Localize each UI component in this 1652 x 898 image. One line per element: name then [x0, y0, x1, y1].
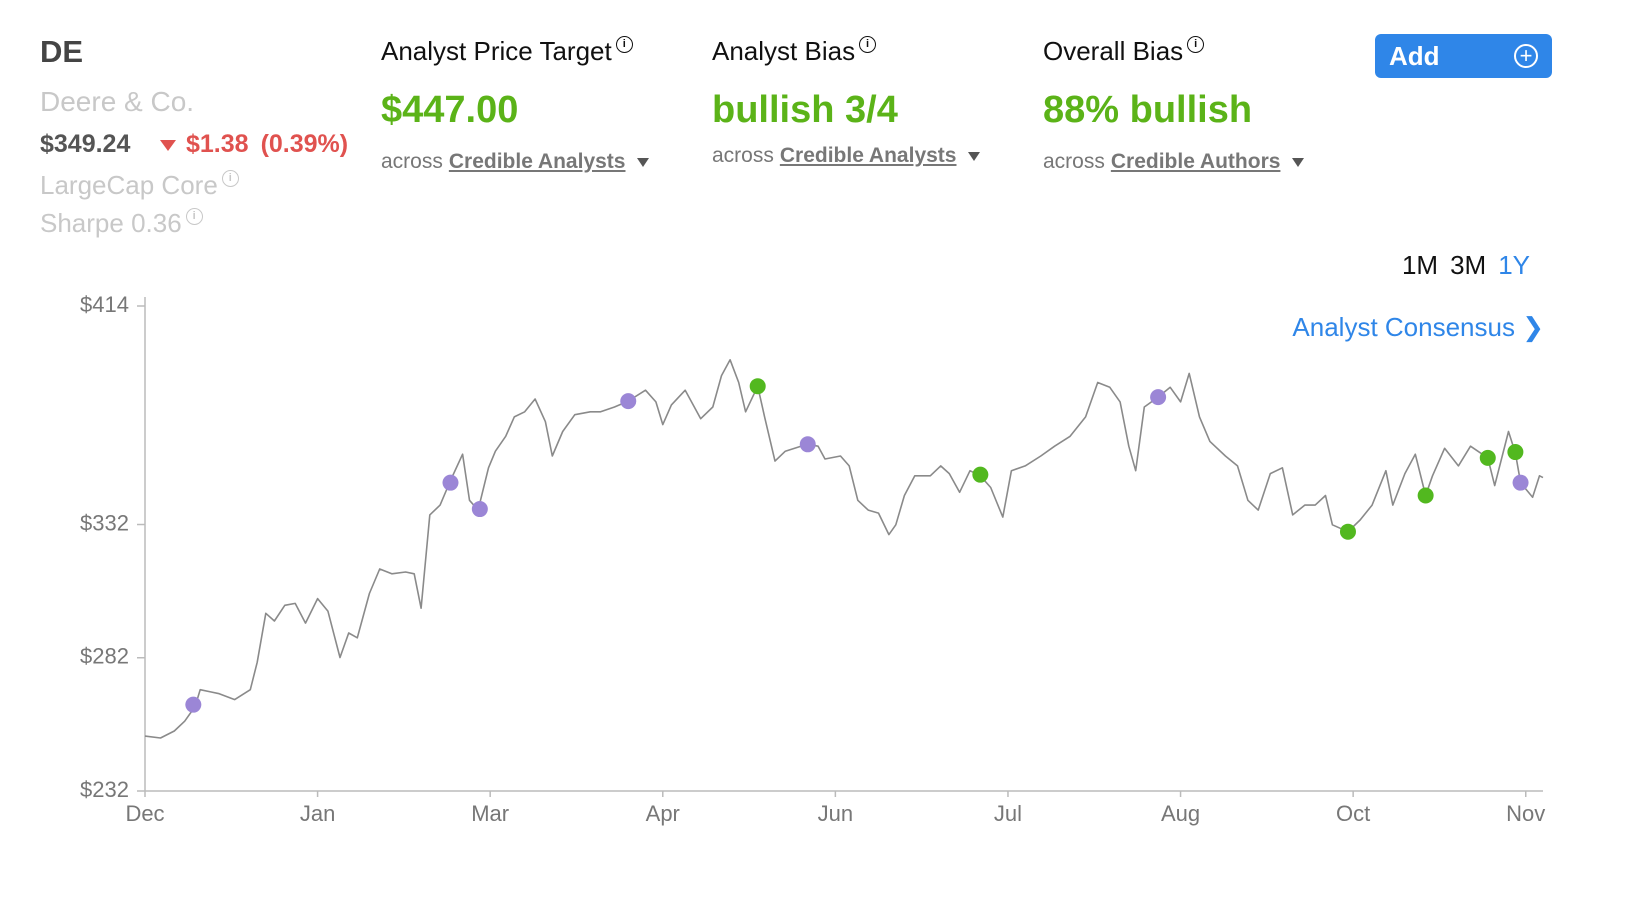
y-tick-label: $282: [80, 644, 129, 669]
range-option[interactable]: 1Y: [1498, 250, 1530, 280]
dropdown-caret[interactable]: [1292, 157, 1305, 167]
y-tick-label: $232: [80, 777, 129, 802]
range-option[interactable]: 3M: [1450, 250, 1487, 280]
metric-source: across Credible Authors: [1043, 150, 1305, 174]
source-link[interactable]: Credible Authors: [1110, 150, 1281, 173]
x-tick-label: Jul: [994, 801, 1022, 826]
info-icon[interactable]: i: [185, 208, 203, 225]
metric-label-box: Overall Bias i: [1043, 36, 1304, 67]
rating-dot: [749, 378, 766, 395]
sharpe: Sharpe 0.36: [40, 208, 182, 238]
metric-card: Analyst Bias i bullish 3/4 across Credible…: [712, 36, 981, 168]
rating-dot: [185, 696, 202, 713]
x-tick-label: Jun: [818, 801, 853, 826]
price-change: $1.38 (0.39%): [160, 130, 348, 159]
change-amount: $1.38: [186, 130, 249, 158]
x-tick-label: Apr: [646, 801, 680, 826]
metric-label: Overall Bias: [1043, 36, 1184, 66]
rating-dot: [1417, 487, 1434, 504]
info-icon[interactable]: i: [221, 170, 239, 187]
across: across: [1043, 150, 1105, 173]
add-label: Add: [1389, 41, 1440, 71]
source-link[interactable]: Credible Analysts: [448, 150, 626, 173]
across: across: [712, 144, 774, 167]
info-icon[interactable]: i: [1187, 36, 1205, 53]
y-tick-label: $332: [80, 510, 129, 535]
rating-dot: [799, 436, 816, 453]
metric-value: bullish 3/4: [712, 89, 898, 131]
range-selector: 1M 3M 1Y: [1390, 250, 1530, 281]
x-tick-label: Mar: [471, 801, 509, 826]
company-name: Deere & Co.: [40, 86, 195, 117]
sharpe-box: Sharpe 0.36 i: [40, 208, 203, 239]
x-tick-label: Aug: [1161, 801, 1200, 826]
info-icon[interactable]: i: [615, 36, 633, 53]
rating-dot: [1512, 474, 1529, 491]
add-button[interactable]: Add +: [1375, 34, 1552, 78]
across: across: [381, 150, 443, 173]
chevron: ❯: [1522, 312, 1544, 342]
rating-dot: [442, 474, 459, 491]
style: LargeCap Core: [40, 170, 218, 200]
range-option[interactable]: 1M: [1401, 250, 1439, 280]
plus-icon: +: [1514, 44, 1538, 68]
info-icon[interactable]: i: [859, 36, 877, 53]
metric-card: Analyst Price Target i $447.00 across Cred…: [381, 36, 650, 174]
consensus-link[interactable]: Analyst Consensus ❯: [1292, 312, 1544, 343]
metric-card: Overall Bias i 88% bullish across Credible…: [1043, 36, 1305, 174]
x-tick-label: Dec: [125, 801, 164, 826]
rating-dot: [1150, 389, 1167, 406]
price: $349.24: [40, 130, 131, 158]
dropdown-caret[interactable]: [637, 157, 650, 167]
y-tick-label: $414: [80, 292, 129, 317]
x-tick-label: Oct: [1336, 801, 1370, 826]
rating-dot: [620, 393, 637, 410]
x-tick-label: Nov: [1506, 801, 1545, 826]
dropdown-caret[interactable]: [968, 151, 981, 161]
metric-label: Analyst Price Target: [381, 36, 612, 66]
down-arrow: [160, 139, 176, 151]
change-percent: (0.39%): [260, 130, 349, 158]
metric-label-box: Analyst Price Target i: [381, 36, 649, 67]
metric-source: across Credible Analysts: [381, 150, 650, 174]
style-box: LargeCap Core i: [40, 170, 239, 201]
consensus-label: Analyst Consensus: [1292, 312, 1515, 342]
rating-dot: [471, 501, 488, 518]
metric-label: Analyst Bias: [712, 36, 856, 66]
metric-source: across Credible Analysts: [712, 144, 981, 168]
metric-label-box: Analyst Bias i: [712, 36, 980, 67]
x-tick-label: Jan: [300, 801, 335, 826]
rating-dot: [972, 466, 989, 483]
rating-dot: [1339, 523, 1356, 540]
source-link[interactable]: Credible Analysts: [779, 144, 957, 167]
rating-dot: [1479, 449, 1496, 466]
metric-value: 88% bullish: [1043, 89, 1253, 131]
ticker: DE: [40, 34, 84, 69]
rating-dot: [1507, 444, 1524, 461]
metric-value: $447.00: [381, 89, 519, 131]
price-line: [144, 359, 1544, 739]
